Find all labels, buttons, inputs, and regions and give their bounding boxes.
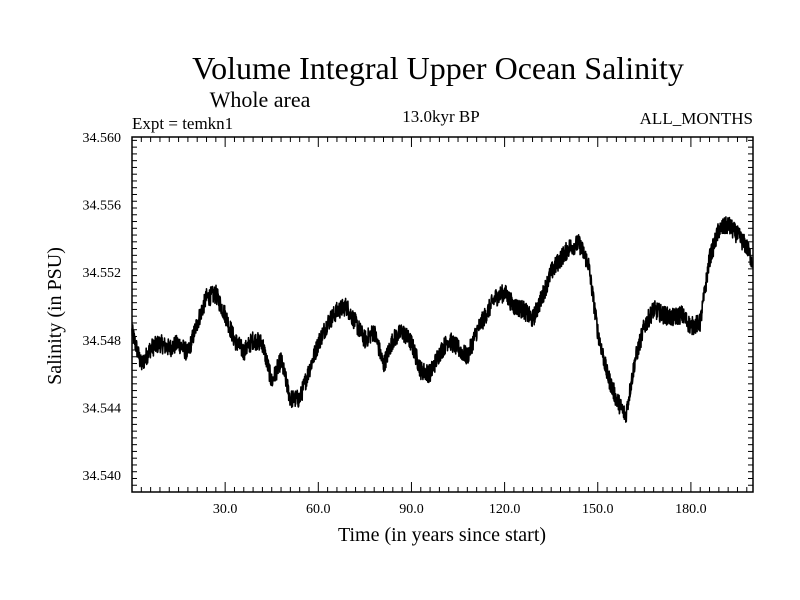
y-tick-label: 34.544 xyxy=(83,401,122,416)
x-tick-label: 30.0 xyxy=(213,502,238,517)
y-axis-title: Salinity (in PSU) xyxy=(44,247,66,385)
y-tick-label: 34.560 xyxy=(83,131,122,146)
chart-subtitle: Whole area xyxy=(210,87,311,112)
salinity-series-line xyxy=(131,216,754,423)
axis-tick-labels: 30.0 60.0 90.0 120.0 150.0 180.0 34.540 34.544 3… xyxy=(83,131,707,517)
y-tick-label: 34.552 xyxy=(83,266,122,281)
chart-title: Volume Integral Upper Ocean Salinity xyxy=(192,50,684,86)
x-axis-title: Time (in years since start) xyxy=(338,524,546,546)
period-label: 13.0kyr BP xyxy=(402,107,479,126)
x-tick-label: 150.0 xyxy=(582,502,614,517)
experiment-label: Expt = temkn1 xyxy=(132,114,233,133)
x-tick-label: 90.0 xyxy=(399,502,424,517)
y-tick-label: 34.540 xyxy=(83,469,122,484)
x-tick-label: 120.0 xyxy=(489,502,521,517)
plot-frame xyxy=(131,136,754,493)
x-tick-label: 60.0 xyxy=(306,502,331,517)
y-tick-label: 34.556 xyxy=(83,199,122,214)
y-tick-label: 34.548 xyxy=(83,334,122,349)
x-tick-label: 180.0 xyxy=(675,502,707,517)
plot-area: 30.0 60.0 90.0 120.0 150.0 180.0 34.540 34.544 3… xyxy=(83,131,754,517)
months-label: ALL_MONTHS xyxy=(640,109,753,128)
